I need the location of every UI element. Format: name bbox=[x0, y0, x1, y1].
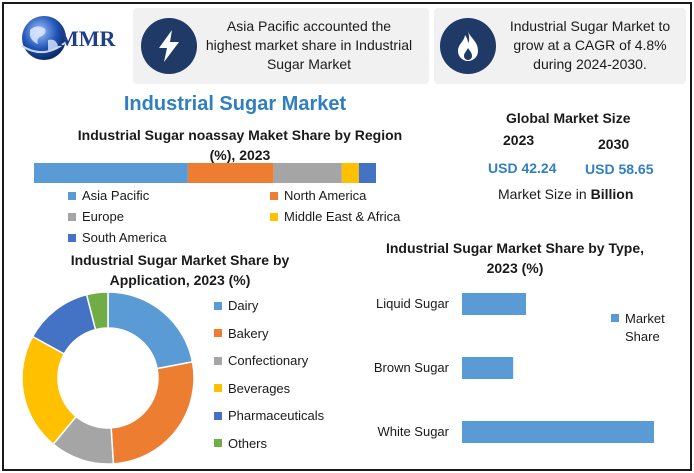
legend-label: South America bbox=[82, 230, 167, 245]
type-bar-white-sugar bbox=[462, 421, 654, 443]
main-title: Industrial Sugar Market bbox=[123, 93, 347, 115]
callout-icon-circle bbox=[141, 18, 197, 74]
region-title-line1: Industrial Sugar noassay Maket Share by … bbox=[77, 127, 403, 143]
legend-item: Beverages bbox=[214, 381, 290, 396]
legend-item: South America bbox=[68, 230, 167, 245]
mmr-logo bbox=[14, 10, 124, 70]
type-category-label: Liquid Sugar bbox=[376, 296, 449, 311]
application-title-line1: Industrial Sugar Market Share by bbox=[70, 252, 290, 268]
legend-swatch bbox=[214, 439, 222, 447]
legend-item: Others bbox=[214, 436, 267, 451]
legend-item: Bakery bbox=[214, 326, 268, 341]
legend-label: North America bbox=[284, 188, 367, 203]
donut-slice-others bbox=[85, 291, 109, 331]
legend-label: Bakery bbox=[228, 325, 269, 341]
legend-item: Confectionary bbox=[214, 353, 308, 368]
legend-item: Asia Pacific bbox=[68, 188, 149, 203]
flame-icon bbox=[458, 31, 478, 61]
application-donut-chart bbox=[21, 291, 195, 465]
lightning-bolt-icon bbox=[159, 30, 179, 62]
legend-item: North America bbox=[270, 188, 366, 203]
type-title-line2: 2023 (%) bbox=[486, 260, 544, 276]
legend-swatch bbox=[214, 329, 222, 337]
region-segment-north-america bbox=[187, 163, 274, 183]
legend-item: Pharmaceuticals bbox=[214, 408, 324, 423]
type-bar-liquid-sugar bbox=[462, 293, 526, 315]
legend-swatch bbox=[270, 212, 278, 221]
donut-slice-bakery bbox=[110, 361, 195, 465]
legend-label: Confectionary bbox=[228, 353, 309, 368]
legend-swatch bbox=[68, 191, 76, 200]
application-chart-title: Industrial Sugar Market Share by Applica… bbox=[50, 250, 310, 290]
legend-swatch bbox=[68, 233, 76, 242]
type-chart-title: Industrial Sugar Market Share by Type, 2… bbox=[370, 238, 660, 278]
region-stacked-bar bbox=[34, 163, 376, 183]
legend-label: Pharmaceuticals bbox=[228, 408, 325, 423]
legend-swatch bbox=[68, 212, 76, 221]
region-title-line2: (%), 2023 bbox=[209, 147, 271, 163]
type-category-label: Brown Sugar bbox=[373, 360, 449, 375]
value-2030: USD 58.65 bbox=[585, 161, 654, 177]
type-legend-swatch bbox=[611, 314, 619, 322]
value-2023: USD 42.24 bbox=[488, 160, 557, 176]
legend-label: Asia Pacific bbox=[82, 188, 150, 203]
market-size-unit: Market Size in Billion bbox=[498, 186, 633, 202]
legend-label: Others bbox=[228, 435, 268, 451]
region-chart-title: Industrial Sugar noassay Maket Share by … bbox=[50, 125, 430, 165]
legend-item: Dairy bbox=[214, 298, 258, 313]
donut-slice-dairy bbox=[107, 291, 194, 370]
legend-label: Dairy bbox=[228, 298, 259, 313]
legend-swatch bbox=[214, 384, 222, 392]
type-legend-label: Market Share bbox=[625, 311, 665, 344]
legend-label: Middle East & Africa bbox=[284, 209, 401, 224]
callout-text: Industrial Sugar Market to grow at a CAG… bbox=[509, 18, 671, 72]
year-2030-label: 2030 bbox=[598, 136, 630, 152]
type-bar-brown-sugar bbox=[462, 357, 514, 379]
unit-bold: Billion bbox=[590, 186, 634, 202]
region-segment-asia-pacific bbox=[34, 163, 188, 183]
legend-label: Europe bbox=[82, 209, 124, 224]
callout-icon-circle bbox=[440, 18, 496, 74]
region-segment-europe bbox=[273, 163, 342, 183]
region-segment-south-america bbox=[358, 163, 376, 183]
unit-prefix: Market Size in bbox=[498, 186, 591, 202]
legend-swatch bbox=[270, 191, 278, 200]
globe-icon bbox=[21, 16, 67, 60]
legend-swatch bbox=[214, 301, 222, 310]
region-segment-middle-east-africa bbox=[341, 163, 359, 183]
legend-swatch bbox=[214, 411, 222, 420]
type-legend-item: Market Share bbox=[611, 310, 675, 346]
global-size-title: Global Market Size bbox=[506, 110, 631, 126]
type-bar-chart bbox=[462, 293, 654, 443]
year-2023-label: 2023 bbox=[503, 132, 535, 148]
type-category-label: White Sugar bbox=[377, 424, 449, 439]
application-title-line2: Application, 2023 (%) bbox=[109, 272, 251, 288]
legend-swatch bbox=[214, 356, 222, 365]
legend-item: Europe bbox=[68, 209, 124, 224]
legend-label: Beverages bbox=[228, 380, 291, 396]
callout-text: Asia Pacific accounted the highest marke… bbox=[205, 18, 413, 72]
logo-text: MMR bbox=[58, 26, 116, 51]
type-title-line1: Industrial Sugar Market Share by Type, bbox=[385, 240, 645, 256]
callout-cagr: Industrial Sugar Market to grow at a CAG… bbox=[434, 8, 686, 84]
legend-item: Middle East & Africa bbox=[270, 209, 400, 224]
callout-asia-pacific: Asia Pacific accounted the highest marke… bbox=[133, 8, 429, 84]
